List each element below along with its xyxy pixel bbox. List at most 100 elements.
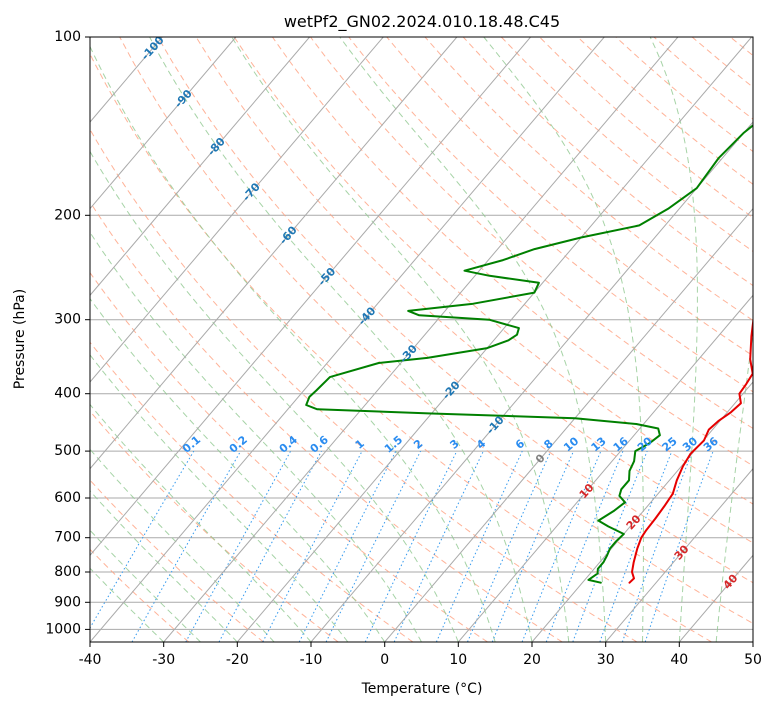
isotherm-label: -30 [397, 342, 420, 366]
dry-adiabat-line [90, 128, 638, 642]
mixing-ratio-line [467, 450, 552, 642]
y-tick-label: 1000 [45, 621, 81, 637]
x-tick-label: 40 [670, 652, 688, 668]
mixing-ratio-line [393, 450, 484, 642]
y-axis-title: Pressure (hPa) [12, 289, 28, 389]
y-tick-label: 300 [54, 312, 81, 328]
isotherm-line [90, 37, 605, 642]
isotherm-line [531, 381, 753, 642]
x-tick-label: -30 [152, 652, 175, 668]
isotherm-label: -100 [139, 33, 167, 62]
mixing-ratio-line [572, 450, 648, 642]
mixing-ratio-label: 0.1 [180, 433, 203, 455]
moist-adiabat-line [90, 297, 386, 642]
mixing-ratio-line [90, 450, 195, 629]
x-tick-label: -20 [226, 652, 249, 668]
isotherm-label: 20 [624, 512, 644, 532]
x-tick-label: -40 [79, 652, 102, 668]
y-tick-label: 500 [54, 443, 81, 459]
mixing-ratio-line [298, 450, 397, 642]
x-tick-label: -10 [300, 652, 323, 668]
moist-adiabat-line [149, 37, 533, 642]
isotherm-label: -70 [240, 180, 263, 204]
dry-adiabat-line [233, 37, 753, 505]
mixing-ratio-label: 0.6 [308, 433, 332, 456]
dry-adiabat-line [462, 37, 753, 287]
mixing-ratio-label: 3 [447, 437, 461, 452]
isotherm-lines [90, 37, 753, 642]
mixing-ratio-line [599, 450, 673, 642]
moist-adiabat-line [90, 448, 275, 642]
dry-adiabat-line [90, 201, 563, 642]
isotherm-label: 30 [672, 542, 692, 562]
x-tick-label: 10 [449, 652, 467, 668]
isotherm-line [752, 641, 753, 642]
dry-adiabat-line [90, 479, 264, 642]
moist-adiabat-line [90, 403, 312, 642]
moist-adiabat-line [649, 37, 698, 642]
mixing-ratio-lines [90, 450, 714, 642]
mixing-ratio-label: 1.5 [382, 433, 405, 455]
y-tick-label: 700 [54, 530, 81, 546]
moist-adiabat-line [339, 37, 607, 642]
x-tick-label: 0 [380, 652, 389, 668]
mixing-ratio-line [185, 450, 292, 642]
y-tick-label: 600 [54, 490, 81, 506]
moist-adiabat-line [90, 231, 422, 642]
isotherm-line [236, 37, 752, 642]
mixing-ratio-label: 0.2 [227, 433, 250, 455]
dry-adiabat-line [157, 37, 753, 584]
dry-adiabat-line [539, 37, 753, 219]
y-tick-label: 100 [54, 29, 81, 45]
moist-adiabat-line [90, 490, 238, 642]
mixing-ratio-line [435, 450, 523, 642]
dry-adiabat-line [90, 410, 339, 642]
plot-frame [89, 36, 754, 643]
mixing-ratio-line [131, 450, 242, 642]
dry-adiabats [90, 37, 753, 642]
plot-area: -100-90-80-70-60-50-40-30-20-10010203040… [90, 33, 753, 642]
dry-adiabat-line [386, 37, 753, 357]
dry-adiabat-line [90, 52, 712, 642]
dry-adiabat-line [271, 37, 753, 467]
temperature-line [628, 314, 753, 584]
isotherm-line [90, 37, 458, 470]
moist-adiabat-line [90, 45, 496, 642]
isotherm-line [457, 294, 753, 642]
dry-adiabat-line [653, 37, 753, 120]
moist-adiabat-line [90, 567, 165, 642]
moist-adiabat-line [90, 529, 201, 642]
isotherm-line [90, 37, 384, 383]
moist-adiabat-line [483, 37, 644, 642]
y-tick-label: 400 [54, 386, 81, 402]
moist-adiabats [90, 37, 753, 642]
isotherm-line [163, 37, 679, 642]
isotherm-line [678, 554, 753, 642]
dry-adiabat-line [310, 37, 753, 430]
y-tick-label: 800 [54, 564, 81, 580]
isotherm-label: -50 [315, 265, 338, 289]
x-tick-label: 50 [744, 652, 762, 668]
isotherm-label: 0 [533, 451, 548, 466]
x-axis-title: Temperature (°C) [361, 681, 483, 697]
mixing-ratio-line [545, 450, 624, 642]
mixing-ratio-label: 4 [474, 437, 488, 452]
mixing-ratio-line [325, 450, 422, 642]
dry-adiabat-line [691, 37, 753, 88]
mixing-ratio-line [262, 450, 363, 642]
dry-adiabat-line [90, 548, 190, 642]
mixing-ratio-line [521, 450, 602, 642]
isotherm-line [310, 121, 753, 642]
chart-title: wetPf2_GN02.2024.010.18.48.C45 [284, 12, 560, 32]
mixing-ratio-line [621, 450, 693, 642]
isobar-lines [90, 37, 753, 630]
isotherm-line [90, 37, 237, 210]
y-tick-label: 200 [54, 207, 81, 223]
x-tick-label: 30 [597, 652, 615, 668]
isotherm-line [90, 37, 531, 557]
isotherm-line [605, 467, 753, 642]
moist-adiabat-line [90, 354, 349, 642]
